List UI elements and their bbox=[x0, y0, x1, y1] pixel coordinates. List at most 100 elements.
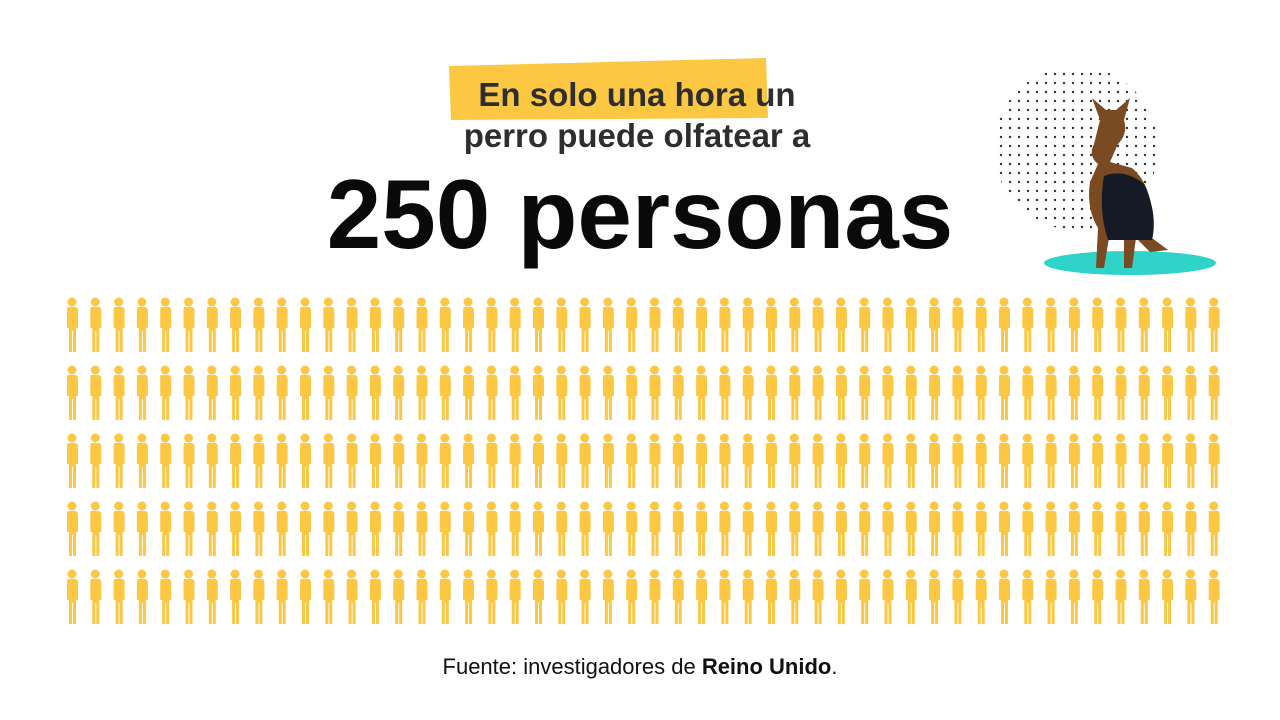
person-icon bbox=[1092, 569, 1104, 624]
source-prefix: Fuente: investigadores de bbox=[443, 654, 696, 679]
person-icon bbox=[859, 569, 871, 624]
person-icon bbox=[672, 569, 684, 624]
person-icon bbox=[276, 297, 288, 352]
person-icon bbox=[90, 569, 102, 624]
person-icon bbox=[183, 365, 195, 420]
person-icon bbox=[1092, 297, 1104, 352]
person-icon bbox=[719, 433, 731, 488]
title-line2: perro puede olfatear a bbox=[464, 117, 811, 154]
person-icon bbox=[742, 433, 754, 488]
person-icon bbox=[1068, 501, 1080, 556]
person-icon bbox=[579, 433, 591, 488]
person-icon bbox=[393, 501, 405, 556]
person-icon bbox=[975, 365, 987, 420]
person-icon bbox=[766, 433, 777, 488]
title-rest: un bbox=[755, 76, 795, 113]
person-icon bbox=[253, 501, 265, 556]
person-icon bbox=[1115, 569, 1127, 624]
person-icon bbox=[1045, 433, 1057, 488]
person-icon bbox=[346, 501, 358, 556]
person-icon bbox=[67, 365, 78, 420]
person-icon bbox=[626, 297, 638, 352]
person-icon bbox=[206, 297, 218, 352]
person-icon bbox=[276, 365, 288, 420]
person-icon bbox=[416, 297, 428, 352]
person-icon bbox=[952, 501, 964, 556]
person-icon bbox=[230, 365, 242, 420]
person-icon bbox=[1115, 433, 1127, 488]
person-icon bbox=[230, 569, 242, 624]
person-icon bbox=[533, 501, 544, 556]
person-icon bbox=[183, 433, 195, 488]
person-icon bbox=[742, 501, 754, 556]
person-icon bbox=[1092, 501, 1104, 556]
person-icon bbox=[1208, 297, 1220, 352]
person-icon bbox=[999, 297, 1010, 352]
person-icon bbox=[626, 365, 638, 420]
person-icon bbox=[789, 297, 801, 352]
person-icon bbox=[533, 297, 544, 352]
person-icon bbox=[160, 365, 172, 420]
person-icon bbox=[626, 569, 638, 624]
person-icon bbox=[346, 297, 358, 352]
person-icon bbox=[1138, 569, 1150, 624]
person-icon bbox=[369, 297, 381, 352]
title-highlight: En solo una hora bbox=[478, 76, 746, 113]
person-icon bbox=[323, 501, 335, 556]
person-icon bbox=[1115, 297, 1127, 352]
person-icon bbox=[626, 501, 638, 556]
person-icon bbox=[859, 365, 871, 420]
person-icon bbox=[486, 569, 498, 624]
person-icon bbox=[602, 433, 614, 488]
person-icon bbox=[649, 433, 661, 488]
person-icon bbox=[253, 365, 265, 420]
person-icon bbox=[439, 501, 451, 556]
person-icon bbox=[719, 297, 731, 352]
person-icon bbox=[696, 365, 708, 420]
person-icon bbox=[206, 433, 218, 488]
person-icon bbox=[1162, 433, 1174, 488]
person-icon bbox=[1068, 569, 1080, 624]
person-icon bbox=[929, 501, 941, 556]
person-icon bbox=[439, 297, 451, 352]
person-icon bbox=[742, 569, 754, 624]
person-icon bbox=[486, 365, 498, 420]
person-icon bbox=[1138, 365, 1150, 420]
person-icon bbox=[439, 433, 451, 488]
person-icon bbox=[486, 433, 498, 488]
person-icon bbox=[556, 569, 568, 624]
person-icon bbox=[975, 297, 987, 352]
person-icon bbox=[1162, 365, 1174, 420]
person-icon bbox=[696, 297, 708, 352]
person-icon bbox=[999, 501, 1010, 556]
person-icon bbox=[649, 569, 661, 624]
person-icon bbox=[556, 501, 568, 556]
person-icon bbox=[463, 297, 475, 352]
person-icon bbox=[579, 501, 591, 556]
person-icon bbox=[113, 297, 125, 352]
person-icon bbox=[1185, 501, 1197, 556]
person-icon bbox=[602, 569, 614, 624]
person-icon bbox=[1022, 297, 1034, 352]
person-icon bbox=[346, 365, 358, 420]
person-icon bbox=[206, 569, 218, 624]
person-icon bbox=[1045, 297, 1057, 352]
person-icon bbox=[556, 365, 568, 420]
person-icon bbox=[1162, 297, 1174, 352]
person-icon bbox=[719, 365, 731, 420]
person-icon bbox=[1185, 433, 1197, 488]
person-icon bbox=[579, 297, 591, 352]
person-icon bbox=[463, 501, 475, 556]
person-icon bbox=[346, 433, 358, 488]
person-icon bbox=[975, 433, 987, 488]
person-icon bbox=[253, 297, 265, 352]
person-icon bbox=[463, 569, 475, 624]
person-icon bbox=[859, 297, 871, 352]
person-icon bbox=[230, 297, 242, 352]
person-icon bbox=[766, 365, 777, 420]
person-icon bbox=[113, 569, 125, 624]
person-icon bbox=[952, 297, 964, 352]
person-icon bbox=[160, 297, 172, 352]
